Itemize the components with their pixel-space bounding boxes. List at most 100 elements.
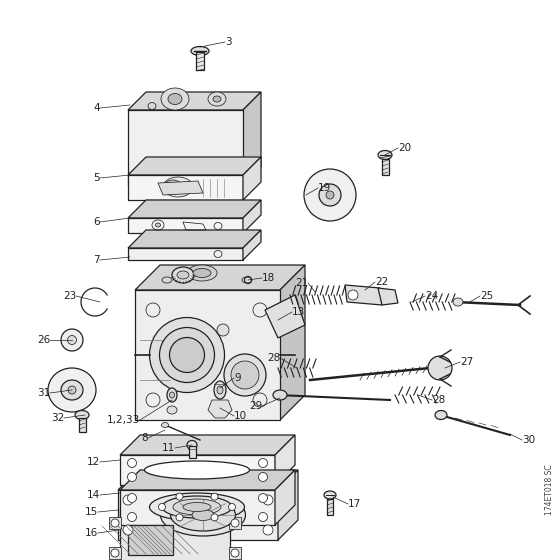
Polygon shape [135, 265, 305, 290]
Text: 10: 10 [234, 411, 247, 421]
Text: 31: 31 [37, 388, 50, 398]
Polygon shape [243, 157, 261, 200]
Text: 27: 27 [460, 357, 473, 367]
Ellipse shape [172, 267, 194, 283]
Text: 4: 4 [94, 103, 100, 113]
Polygon shape [265, 295, 305, 338]
Ellipse shape [191, 46, 209, 55]
Ellipse shape [168, 94, 182, 105]
Ellipse shape [428, 356, 452, 380]
Bar [109, 517, 121, 529]
Ellipse shape [214, 381, 226, 399]
Ellipse shape [170, 499, 236, 531]
Bar [128, 525, 172, 555]
Polygon shape [275, 470, 295, 525]
Text: 29: 29 [249, 401, 262, 411]
Ellipse shape [213, 96, 221, 102]
Ellipse shape [224, 354, 266, 396]
Ellipse shape [231, 549, 239, 557]
Polygon shape [128, 110, 243, 185]
Text: 32: 32 [51, 413, 64, 423]
Text: 24: 24 [425, 291, 438, 301]
Bar [229, 517, 241, 529]
Ellipse shape [68, 335, 77, 344]
Ellipse shape [61, 380, 83, 400]
Ellipse shape [183, 502, 211, 511]
Ellipse shape [259, 512, 268, 521]
Ellipse shape [192, 510, 214, 520]
Ellipse shape [123, 525, 133, 535]
Ellipse shape [193, 268, 211, 278]
Text: 20: 20 [398, 143, 411, 153]
Ellipse shape [150, 318, 225, 393]
Ellipse shape [231, 519, 239, 527]
Polygon shape [243, 230, 261, 260]
Polygon shape [208, 400, 232, 418]
Text: 5: 5 [94, 173, 100, 183]
Polygon shape [378, 288, 398, 305]
Ellipse shape [176, 493, 183, 500]
Text: 26: 26 [37, 335, 50, 345]
Ellipse shape [187, 441, 197, 450]
Polygon shape [120, 508, 230, 560]
Polygon shape [120, 470, 295, 490]
Ellipse shape [273, 390, 287, 400]
Bar [196, 52, 204, 70]
Ellipse shape [324, 491, 336, 499]
Ellipse shape [304, 169, 356, 221]
Ellipse shape [161, 494, 245, 536]
Polygon shape [128, 230, 261, 248]
Text: 14: 14 [87, 490, 100, 500]
Ellipse shape [128, 493, 137, 502]
Ellipse shape [228, 503, 236, 511]
Ellipse shape [160, 328, 214, 382]
Text: 174ET018 SC: 174ET018 SC [544, 465, 553, 515]
Ellipse shape [348, 290, 358, 300]
Ellipse shape [68, 386, 76, 394]
Polygon shape [128, 248, 243, 260]
Bar [189, 446, 195, 458]
Ellipse shape [128, 512, 137, 521]
Ellipse shape [170, 392, 175, 398]
Ellipse shape [128, 459, 137, 468]
Polygon shape [128, 157, 261, 175]
Ellipse shape [231, 361, 259, 389]
Text: 6: 6 [94, 217, 100, 227]
Ellipse shape [163, 177, 193, 197]
Bar [381, 159, 389, 175]
Ellipse shape [259, 459, 268, 468]
Text: 21: 21 [295, 278, 308, 288]
Polygon shape [120, 435, 295, 455]
Polygon shape [278, 470, 298, 540]
Ellipse shape [259, 493, 268, 502]
Ellipse shape [453, 298, 463, 306]
Text: 28: 28 [267, 353, 280, 363]
Ellipse shape [161, 88, 189, 110]
Text: 23: 23 [63, 291, 76, 301]
Ellipse shape [263, 495, 273, 505]
Ellipse shape [150, 493, 245, 521]
Ellipse shape [111, 519, 119, 527]
Ellipse shape [187, 265, 217, 281]
Bar [327, 499, 333, 515]
Polygon shape [158, 181, 203, 195]
Ellipse shape [48, 368, 96, 412]
Polygon shape [118, 490, 278, 540]
Text: 17: 17 [348, 499, 361, 509]
Text: 15: 15 [85, 507, 98, 517]
Text: 12: 12 [87, 457, 100, 467]
Ellipse shape [61, 329, 83, 351]
Ellipse shape [161, 422, 169, 427]
Ellipse shape [167, 388, 177, 402]
Polygon shape [120, 490, 275, 525]
Polygon shape [243, 92, 261, 185]
Ellipse shape [326, 191, 334, 199]
Ellipse shape [435, 410, 447, 419]
Text: 22: 22 [375, 277, 388, 287]
Ellipse shape [263, 525, 273, 535]
Text: 18: 18 [262, 273, 276, 283]
Text: 11: 11 [162, 443, 175, 453]
Text: 13: 13 [292, 307, 305, 317]
Ellipse shape [144, 461, 250, 479]
Polygon shape [120, 455, 275, 485]
